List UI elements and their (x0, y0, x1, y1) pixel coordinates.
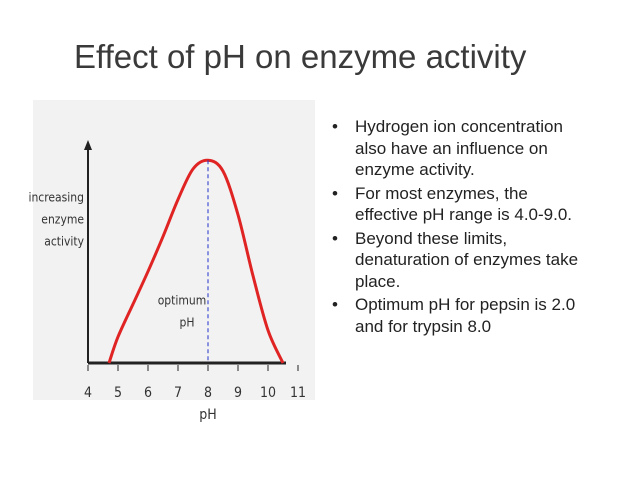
bullet: For most enzymes, the effective pH range… (330, 183, 592, 226)
y-axis-label: increasing (28, 191, 84, 205)
annotation: pH (180, 316, 195, 330)
x-tick-label: 8 (204, 385, 212, 401)
y-axis-arrow (84, 140, 92, 150)
x-tick-label: 11 (290, 385, 306, 401)
x-tick-label: 6 (144, 385, 152, 401)
annotation: optimum (158, 294, 207, 308)
x-tick-label: 9 (234, 385, 242, 401)
x-tick-label: 4 (84, 385, 92, 401)
bullet-list: Hydrogen ion concentration also have an … (330, 116, 592, 339)
x-axis-label: pH (199, 407, 216, 423)
bullet: Optimum pH for pepsin is 2.0 and for try… (330, 294, 592, 337)
x-tick-label: 7 (174, 385, 182, 401)
slide-title: Effect of pH on enzyme activity (74, 38, 527, 75)
x-tick-label: 10 (260, 385, 276, 401)
bullet: Hydrogen ion concentration also have an … (330, 116, 592, 181)
bullet: Beyond these limits, denaturation of enz… (330, 228, 592, 293)
y-axis-label: activity (44, 235, 84, 249)
y-axis-label: enzyme (41, 213, 84, 227)
chart-background (33, 100, 315, 400)
x-tick-label: 5 (114, 385, 122, 401)
curve (107, 158, 285, 364)
